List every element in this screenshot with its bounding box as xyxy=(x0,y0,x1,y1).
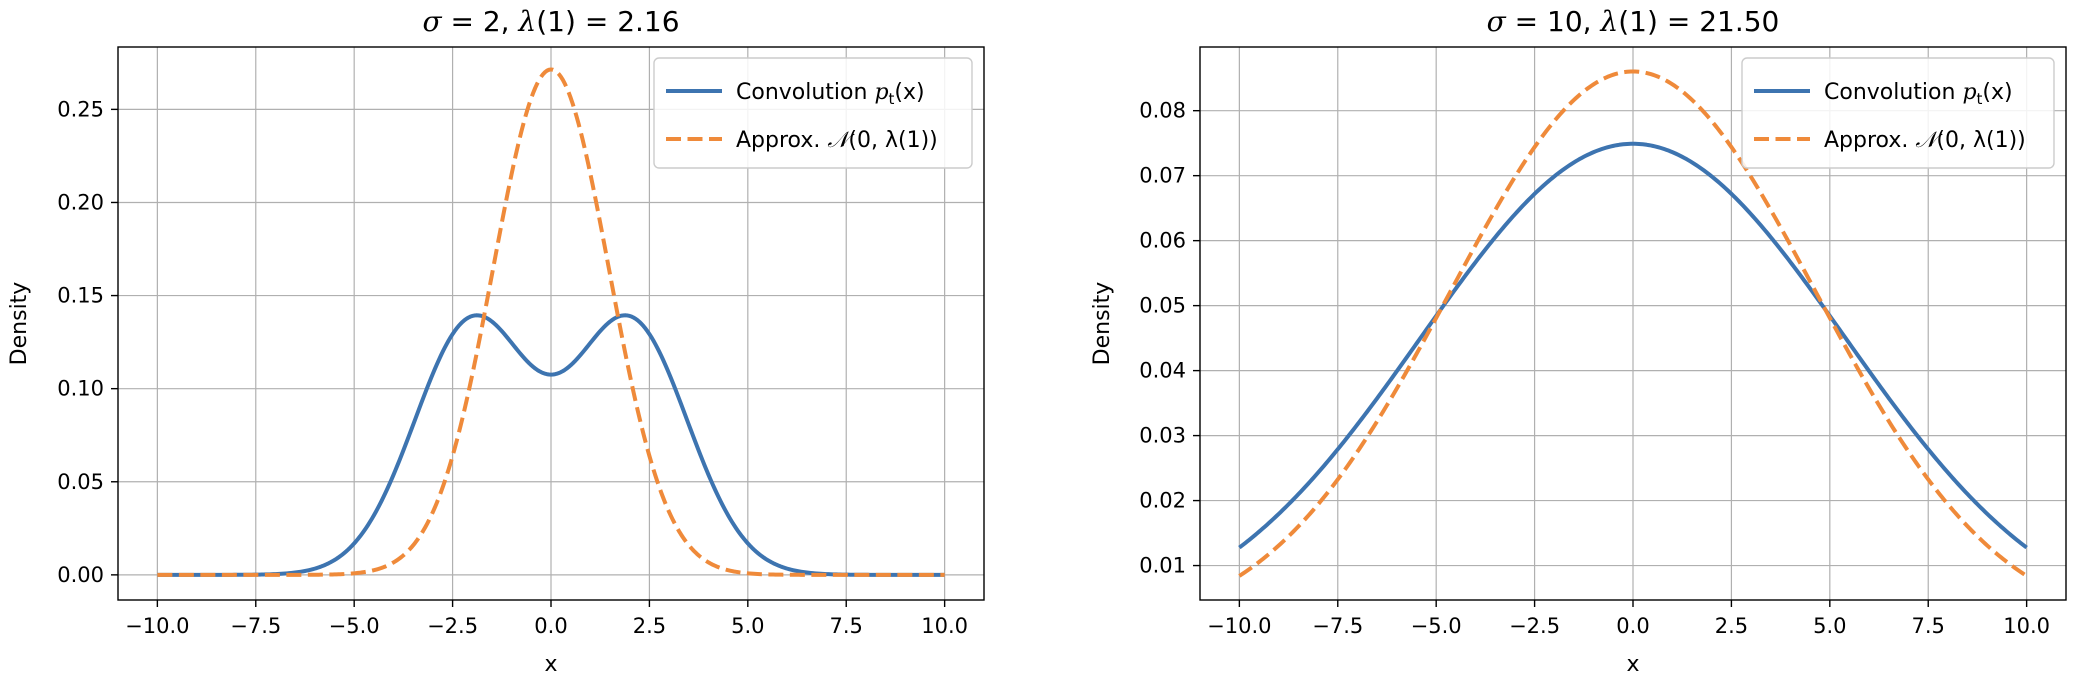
title-lambda-symbol: λ xyxy=(517,5,536,38)
series-line-convolution xyxy=(1238,141,2028,550)
chart-title: σ = 10, λ(1) = 21.50 xyxy=(1487,5,1780,38)
title-sigma-value: 10 xyxy=(1547,5,1583,38)
y-tick-label: 0.10 xyxy=(57,377,104,401)
y-tick-label: 0.05 xyxy=(57,470,104,494)
x-axis-label: x xyxy=(544,652,557,677)
legend: Convolution pt(x) Approx. 𝒩(0, λ(1)) xyxy=(653,57,973,169)
chart-panel-1: −10.0 −7.5 −5.0 −2.5 0.0 2.5 5.0 7.5 10.0 0.00 0.0… xyxy=(7,5,985,677)
y-tick-label: 0.15 xyxy=(57,284,104,308)
x-tick-label: 10.0 xyxy=(921,614,968,638)
x-tick-label: 2.5 xyxy=(1715,614,1748,638)
legend: Convolution pt(x) Approx. 𝒩(0, λ(1)) xyxy=(1741,57,2055,169)
y-tick-label: 0.25 xyxy=(57,97,104,121)
x-tick-label: −7.5 xyxy=(230,614,281,638)
y-tick-label: 0.03 xyxy=(1139,424,1186,448)
y-tick-label: 0.04 xyxy=(1139,359,1186,383)
x-tick-label: −5.0 xyxy=(329,614,380,638)
x-tick-label: −5.0 xyxy=(1411,614,1462,638)
legend-entry-approx-normal: Approx. 𝒩(0, λ(1)) xyxy=(736,128,938,153)
series-line-approx-normal xyxy=(157,67,945,577)
x-tick-label: −10.0 xyxy=(125,614,189,638)
x-tick-label: 5.0 xyxy=(1813,614,1846,638)
x-tick-label: −2.5 xyxy=(427,614,478,638)
title-lambda-arg: 1 xyxy=(1629,5,1647,38)
title-lambda-arg: 1 xyxy=(547,5,565,38)
title-sigma-value: 2 xyxy=(483,5,501,38)
x-tick-label: 0.0 xyxy=(534,614,567,638)
legend-entry-approx-normal: Approx. 𝒩(0, λ(1)) xyxy=(1824,128,2026,153)
chart-title: σ = 2, λ(1) = 2.16 xyxy=(422,5,679,38)
legend-box xyxy=(1741,57,2055,169)
y-tick-label: 0.06 xyxy=(1139,229,1186,253)
title-sigma-symbol: σ xyxy=(422,5,442,38)
title-lambda-symbol: λ xyxy=(1599,5,1618,38)
title-lambda-value: 2.16 xyxy=(617,5,679,38)
x-tick-label: −2.5 xyxy=(1509,614,1560,638)
legend-entry-convolution: Convolution pt(x) xyxy=(736,80,925,108)
y-tick-label: 0.05 xyxy=(1139,294,1186,318)
x-axis-label: x xyxy=(1626,652,1639,677)
y-tick-label: 0.01 xyxy=(1139,554,1186,578)
y-axis-label: Density xyxy=(7,282,32,366)
x-tick-label: 7.5 xyxy=(1912,614,1945,638)
x-tick-label: −10.0 xyxy=(1207,614,1271,638)
x-tick-label: 0.0 xyxy=(1616,614,1649,638)
chart-panel-2: −10.0 −7.5 −5.0 −2.5 0.0 2.5 5.0 7.5 10.0 0.01 0.0… xyxy=(1090,5,2067,677)
series-line-approx-normal xyxy=(1238,69,2028,578)
y-tick-label: 0.00 xyxy=(57,563,104,587)
x-tick-label: 5.0 xyxy=(731,614,764,638)
y-tick-label: 0.20 xyxy=(57,190,104,214)
y-axis-label: Density xyxy=(1090,282,1115,366)
title-lambda-value: 21.50 xyxy=(1699,5,1779,38)
legend-entry-convolution: Convolution pt(x) xyxy=(1824,80,2013,108)
x-tick-label: 10.0 xyxy=(2003,614,2050,638)
x-tick-label: 7.5 xyxy=(830,614,863,638)
y-tick-label: 0.07 xyxy=(1139,164,1186,188)
y-tick-label: 0.08 xyxy=(1139,99,1186,123)
title-sigma-symbol: σ xyxy=(1487,5,1507,38)
legend-box xyxy=(653,57,973,169)
x-tick-label: 2.5 xyxy=(633,614,666,638)
y-tick-label: 0.02 xyxy=(1139,489,1186,513)
x-tick-label: −7.5 xyxy=(1312,614,1363,638)
